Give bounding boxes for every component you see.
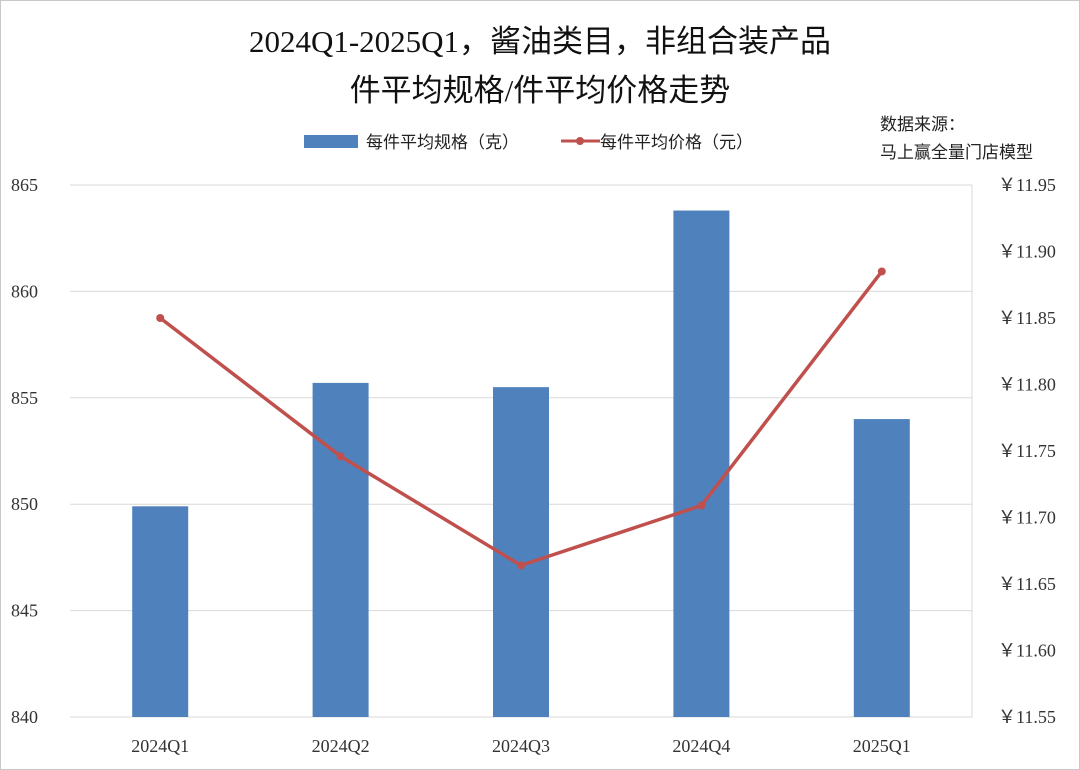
right-tick-label: ￥11.90 [998, 242, 1056, 262]
price-point [156, 314, 165, 322]
price-point [336, 452, 345, 461]
chart-title-line-1: 2024Q1-2025Q1，酱油类目，非组合装产品 [249, 24, 831, 59]
bar-layer [132, 210, 910, 717]
legend-label-bar: 每件平均规格（克） [366, 133, 519, 152]
x-tick-label: 2024Q1 [131, 736, 189, 756]
right-tick-label: ￥11.75 [998, 441, 1056, 461]
right-tick-label: ￥11.85 [998, 308, 1056, 328]
price-point [697, 501, 706, 510]
legend: 每件平均规格（克） 每件平均价格（元） [304, 133, 753, 152]
left-tick-label: 860 [11, 281, 38, 301]
right-tick-label: ￥11.70 [998, 508, 1056, 528]
bar [673, 210, 730, 717]
x-axis: 2024Q1 2024Q2 2024Q3 2024Q4 2025Q1 [131, 736, 911, 756]
price-point [517, 561, 525, 570]
legend-label-line: 每件平均价格（元） [600, 133, 753, 152]
x-tick-label: 2024Q4 [672, 736, 730, 756]
right-tick-label: ￥11.80 [998, 375, 1056, 395]
bar [853, 419, 910, 717]
right-axis: ￥11.55 ￥11.60 ￥11.65 ￥11.70 ￥11.75 ￥11.80 ￥11.… [971, 175, 1056, 727]
x-tick-label: 2024Q2 [312, 736, 370, 756]
bar [132, 506, 189, 717]
right-tick-label: ￥11.60 [998, 641, 1056, 661]
line-layer [156, 267, 886, 570]
right-tick-label: ￥11.65 [998, 574, 1056, 594]
source-label: 数据来源： [880, 115, 965, 134]
legend-swatch-marker [576, 137, 584, 145]
x-tick-label: 2024Q3 [492, 736, 550, 756]
left-tick-label: 845 [11, 601, 38, 621]
left-axis: 840 845 850 855 860 865 [11, 175, 38, 727]
left-tick-label: 855 [11, 388, 38, 408]
price-point [877, 267, 886, 276]
left-tick-label: 840 [11, 707, 38, 727]
chart-title-line-2: 件平均规格/件平均价格走势 [350, 73, 731, 108]
right-tick-label: ￥11.95 [998, 175, 1056, 195]
left-tick-label: 850 [11, 494, 38, 514]
bar [312, 382, 369, 717]
right-tick-label: ￥11.55 [998, 707, 1056, 727]
legend-swatch-bar [304, 135, 358, 148]
source-value: 马上赢全量门店模型 [880, 143, 1033, 162]
left-tick-label: 865 [11, 175, 38, 195]
x-tick-label: 2025Q1 [853, 736, 911, 756]
